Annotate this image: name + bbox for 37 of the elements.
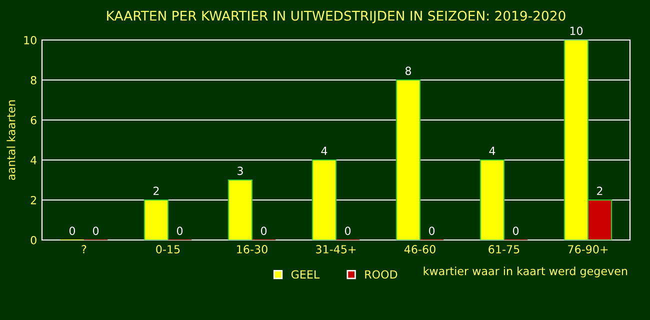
data-label: 0 (176, 226, 183, 236)
data-label: 4 (321, 146, 328, 155)
bar (144, 199, 169, 240)
y-tick-label: 8 (30, 76, 36, 84)
bar (480, 159, 505, 240)
x-tick-label: 16-30 (237, 245, 268, 254)
x-tick-label: 61-75 (488, 245, 520, 254)
data-label: 2 (154, 186, 159, 195)
x-tick-label: ? (82, 245, 86, 254)
y-tick-label: 4 (30, 156, 37, 164)
data-label: 0 (69, 226, 76, 236)
data-label: 8 (405, 66, 412, 76)
y-tick-label: 0 (30, 236, 36, 244)
data-label: 0 (428, 226, 435, 236)
legend-label: ROOD (365, 270, 398, 279)
y-tick-label: 6 (30, 116, 36, 124)
data-label: 10 (570, 26, 583, 36)
data-label: 0 (344, 226, 351, 236)
bar (396, 79, 421, 240)
data-label: 0 (92, 226, 99, 236)
x-axis-title: kwartier waar in kaart werd gegeven (424, 266, 628, 278)
y-axis-title: aantal kaarten (6, 100, 16, 180)
x-tick-label: 46-60 (404, 245, 436, 254)
x-tick-label: 76-90+ (568, 245, 608, 254)
bar (312, 159, 337, 240)
data-label: 0 (512, 226, 519, 236)
data-label: 0 (260, 226, 267, 236)
x-tick-label: 0-15 (156, 245, 180, 254)
chart-title: KAARTEN PER KWARTIER IN UITWEDSTRIJDEN IN SEIZOEN: 2019-2020 (107, 10, 566, 24)
data-label: 2 (597, 186, 602, 195)
data-label: 3 (238, 166, 243, 176)
bar (228, 179, 253, 240)
y-tick-label: 10 (24, 36, 36, 44)
legend-label: GEEL (291, 270, 320, 279)
x-tick-label: 31-45+ (316, 245, 356, 254)
y-tick-label: 2 (30, 196, 36, 204)
data-label: 4 (489, 146, 496, 155)
